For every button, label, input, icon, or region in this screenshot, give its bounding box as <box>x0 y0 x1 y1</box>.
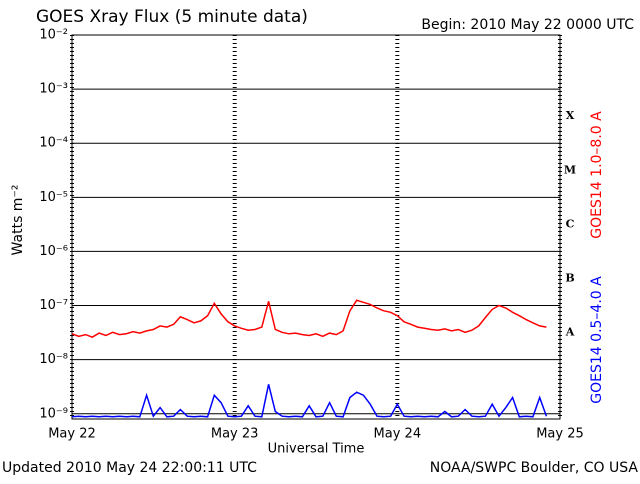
y-tick-label: 10⁻⁵ <box>39 190 68 205</box>
plot-frame <box>71 34 561 420</box>
y-tick-label: 10⁻³ <box>39 82 68 97</box>
flare-class-label: C <box>566 217 575 230</box>
y-tick-label: 10⁻⁸ <box>39 352 68 367</box>
x-tick-label: May 22 <box>48 427 96 442</box>
x-tick-label: May 24 <box>374 427 422 442</box>
chart-title: GOES Xray Flux (5 minute data) <box>36 7 308 27</box>
x-tick-label: May 23 <box>211 427 259 442</box>
flare-class-label: M <box>564 163 576 176</box>
legend-entry: GOES14 0.5–4.0 A <box>589 276 605 404</box>
series-line <box>71 384 548 418</box>
footer-right: NOAA/SWPC Boulder, CO USA <box>430 460 639 476</box>
legend-entry: GOES14 1.0–8.0 A <box>589 111 605 239</box>
x-tick-label: May 25 <box>536 427 584 442</box>
chart-subtitle: Begin: 2010 May 22 0000 UTC <box>421 17 634 33</box>
y-tick-label: 10⁻² <box>39 28 68 43</box>
y-tick-label: 10⁻⁷ <box>39 298 68 313</box>
y-tick-label: 10⁻⁶ <box>39 244 68 259</box>
series-line <box>71 299 547 339</box>
flare-class-label: X <box>566 109 575 122</box>
flare-class-label: A <box>565 326 575 339</box>
y-axis-label: Watts m⁻² <box>10 185 26 256</box>
y-tick-label: 10⁻⁹ <box>39 406 68 421</box>
y-tick-label: 10⁻⁴ <box>39 136 68 151</box>
x-axis-label: Universal Time <box>268 442 365 457</box>
flare-class-label: B <box>565 271 574 284</box>
footer-left: Updated 2010 May 24 22:00:11 UTC <box>2 460 257 476</box>
